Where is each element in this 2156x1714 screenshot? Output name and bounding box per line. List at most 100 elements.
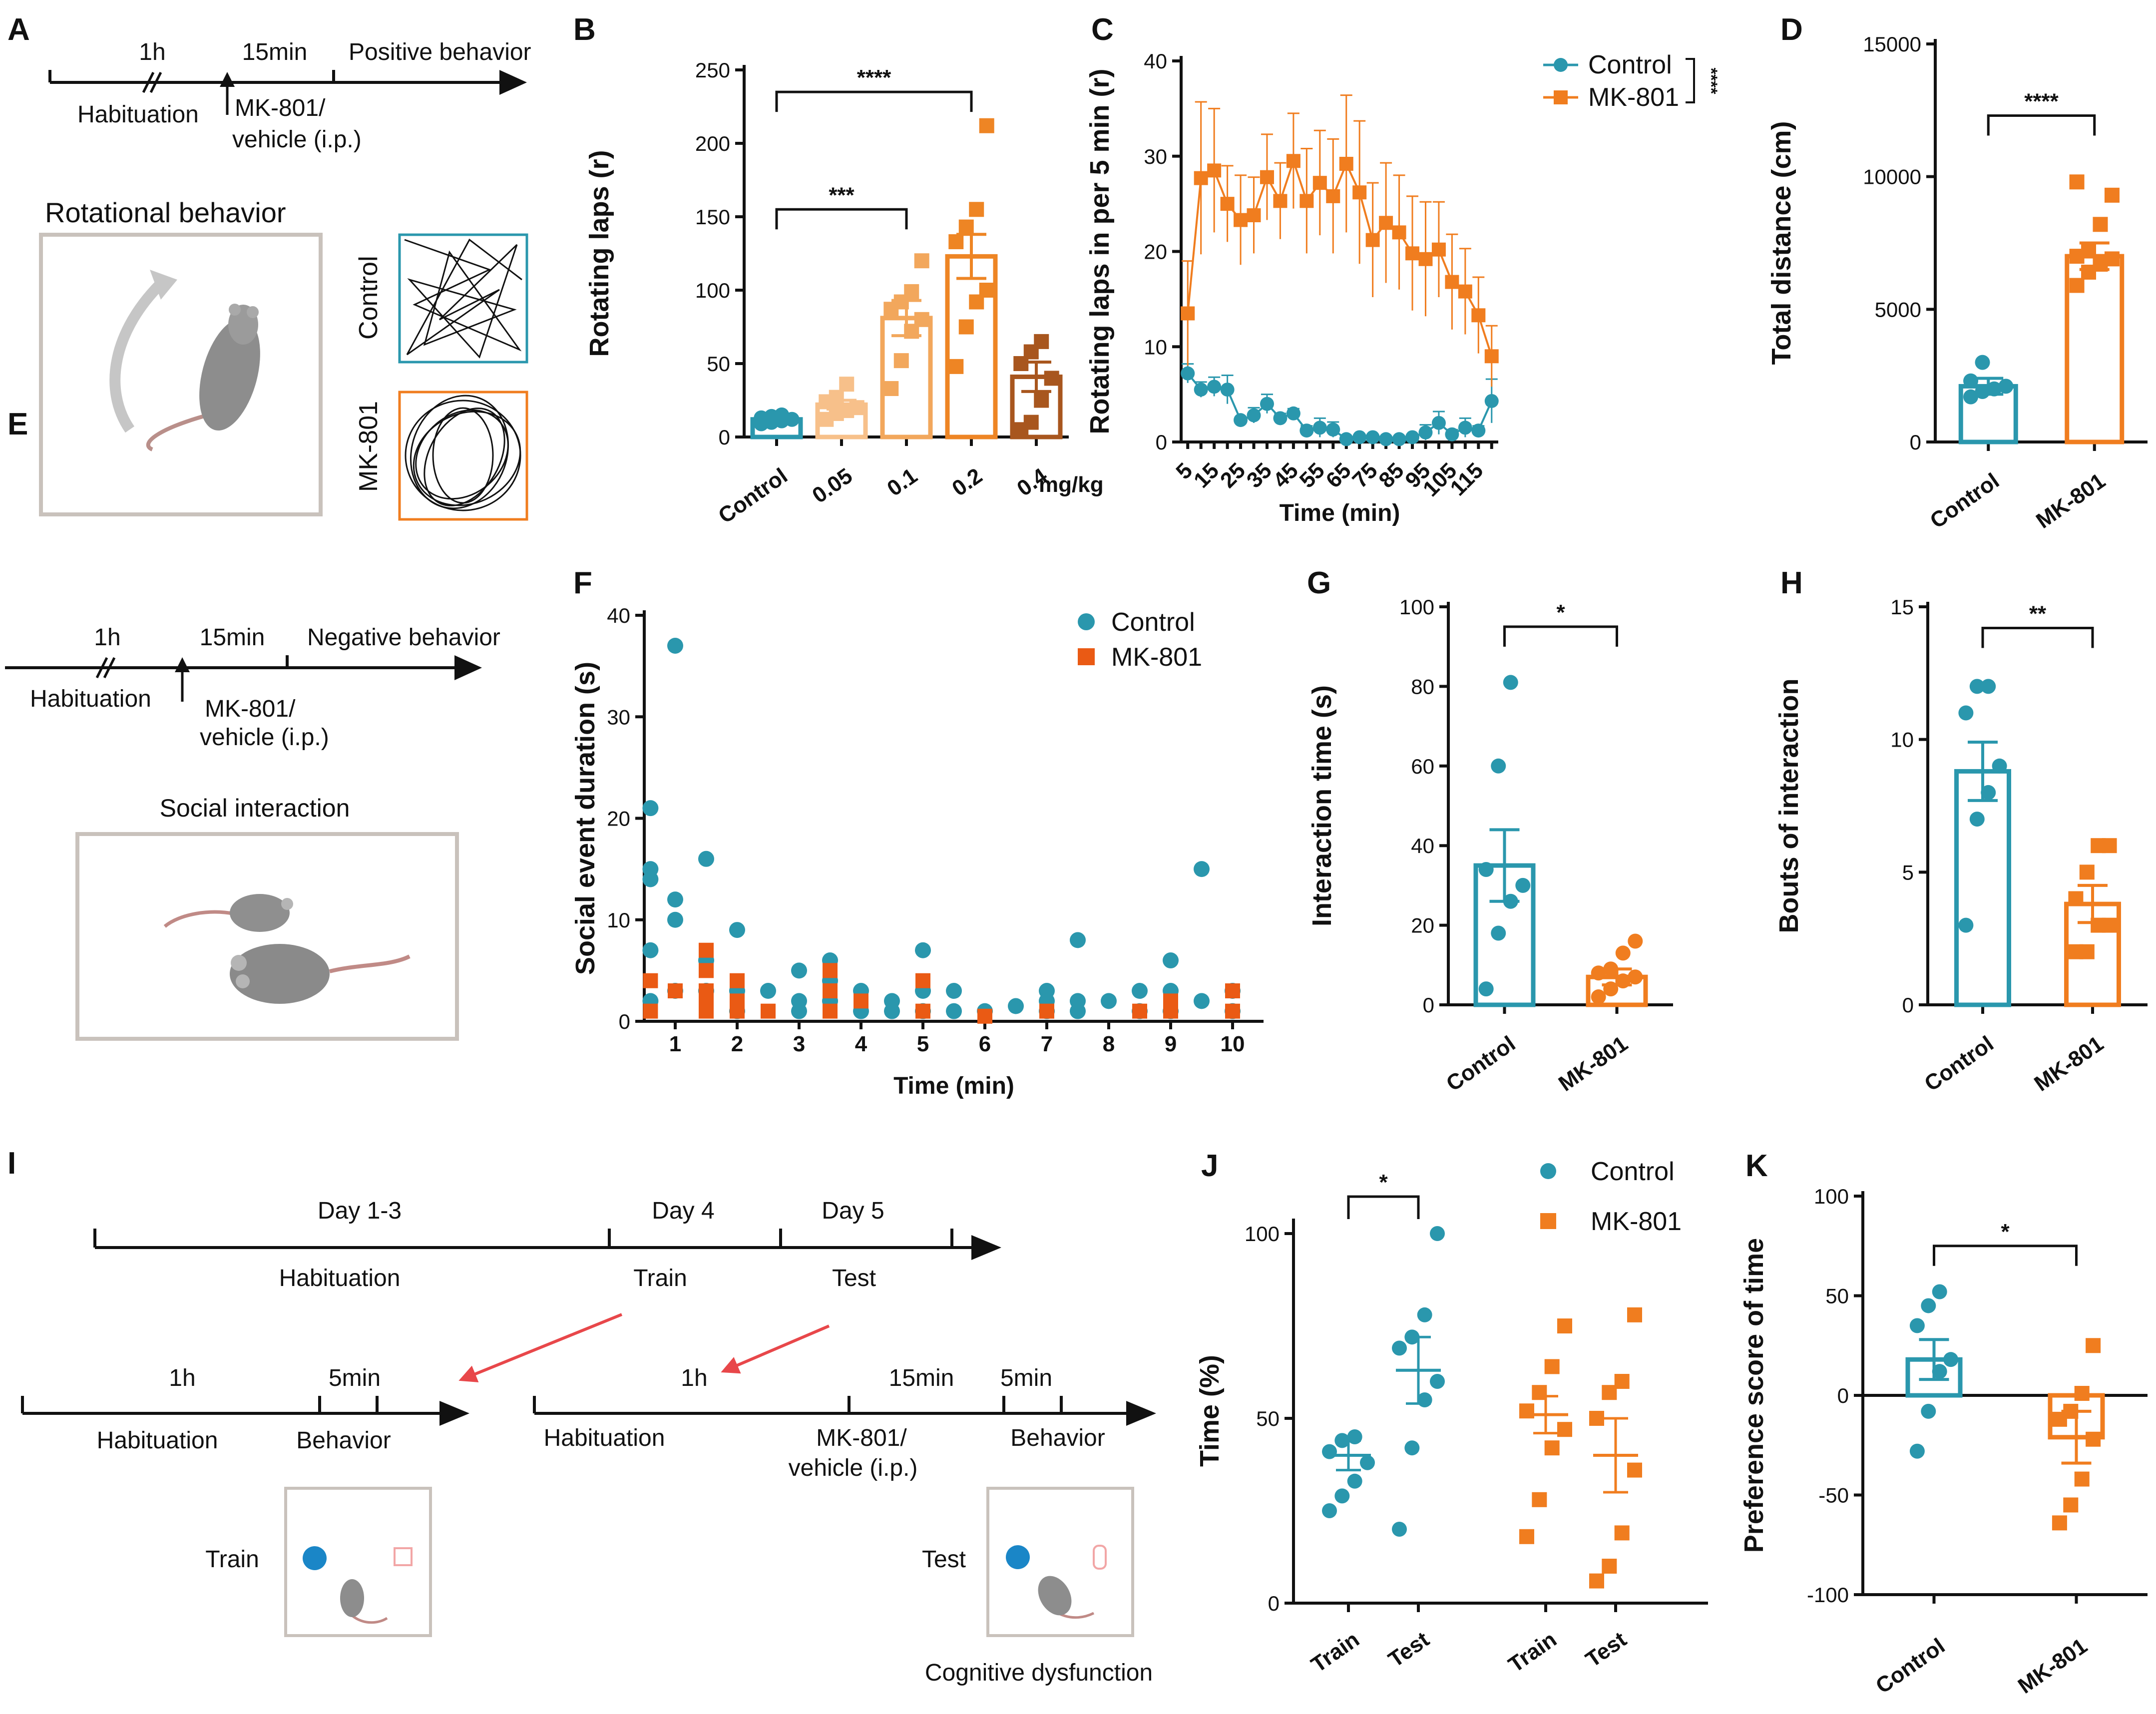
data-point (1430, 1374, 1445, 1389)
y-tick-label: 40 (1411, 834, 1434, 857)
train-red-arrow (458, 1313, 623, 1382)
data-point (948, 234, 964, 249)
series-marker (1286, 406, 1300, 421)
data-point (2104, 251, 2120, 267)
data-point (1132, 1003, 1147, 1019)
legend-label: MK-801 (1591, 1207, 1682, 1236)
x-tick-label: 4 (855, 1032, 867, 1056)
data-point (774, 407, 790, 423)
data-point (1417, 1307, 1432, 1322)
data-point (1557, 1422, 1572, 1437)
series-marker (1220, 197, 1235, 211)
series-marker (1365, 430, 1380, 444)
timeline-e-t2: 15min (200, 624, 265, 651)
timeline-i-right-habituation: Habituation (544, 1425, 665, 1451)
chart-d-total-distance: 0 5000 10000 15000 Total distance (cm) **** Co… (1766, 32, 2148, 533)
x-category-label: Test (1384, 1627, 1434, 1672)
panel-e-letter: E (7, 407, 28, 441)
series-marker (1207, 163, 1222, 178)
data-point (1615, 945, 1631, 961)
data-point (839, 377, 855, 392)
significance-label: *** (829, 183, 855, 207)
timeline-e-drug: MK-801/ (205, 696, 296, 722)
data-point (915, 942, 931, 958)
data-point (1589, 1411, 1604, 1426)
data-point (1360, 1455, 1375, 1470)
timeline-i-right-t3: 5min (1000, 1365, 1052, 1391)
data-point (1932, 1364, 1947, 1379)
series-marker (1445, 427, 1459, 441)
data-point (883, 381, 899, 396)
significance-label: * (1556, 600, 1565, 625)
data-point (1070, 932, 1086, 948)
data-point (914, 253, 929, 269)
legend-marker (1540, 1163, 1556, 1179)
panel-j-letter: J (1201, 1149, 1218, 1183)
series-marker (1299, 194, 1314, 208)
series-marker (1339, 432, 1353, 446)
data-point (969, 202, 984, 217)
timeline-i-d5: Day 5 (822, 1198, 884, 1224)
y-tick-label: 20 (1144, 240, 1167, 264)
data-point (1392, 1522, 1407, 1537)
data-point (1322, 1503, 1337, 1518)
x-tick-label: 6 (979, 1032, 991, 1056)
data-point (1163, 952, 1179, 969)
x-tick-label: 3 (793, 1032, 805, 1056)
y-tick-label: -50 (1818, 1484, 1849, 1507)
chart-k-preference-score: -100 -50 0 50 100 Preference score of time * Co… (1739, 1185, 2148, 1699)
data-point (1132, 983, 1148, 999)
data-point (699, 1003, 714, 1019)
x-tick-label: 8 (1103, 1032, 1115, 1056)
chart-h-bouts-of-interaction: 0 5 10 15 Bouts of interaction ** Control MK-80… (1774, 595, 2148, 1096)
timeline-i-d4: Day 4 (652, 1198, 714, 1224)
y-tick-label: 15 (1890, 595, 1914, 619)
timeline-i-right-t1: 1h (681, 1365, 707, 1391)
y-axis-title: Bouts of interaction (1774, 679, 1804, 933)
series-marker (1392, 225, 1406, 240)
data-point (2081, 243, 2097, 259)
data-point (667, 911, 683, 928)
series-marker (1234, 213, 1248, 227)
data-point (1034, 334, 1049, 349)
data-point (2063, 1403, 2079, 1419)
legend-marker (1554, 90, 1568, 104)
data-point (1921, 1298, 1936, 1313)
y-tick-label: 20 (1411, 914, 1434, 937)
x-category-label: 0.05 (808, 463, 857, 508)
data-point (1969, 679, 1985, 694)
data-point (1044, 371, 1059, 386)
timeline-i-train: Train (633, 1265, 687, 1291)
timeline-a-drug2: vehicle (i.p.) (232, 126, 362, 153)
data-point (1591, 989, 1606, 1005)
chart-f-social-event-duration: 0 10 20 30 40 Social event duration (s) 1 2 3 4 5 6… (570, 604, 1264, 1099)
timeline-e-habituation: Habituation (30, 686, 151, 712)
train-cube-object (394, 1547, 413, 1566)
test-red-arrow (721, 1324, 830, 1374)
data-point (2068, 891, 2084, 906)
social-arena (75, 832, 459, 1041)
legend-marker (1540, 1213, 1556, 1229)
significance-bracket (1933, 1245, 2078, 1266)
legend-marker (1554, 58, 1568, 72)
panel-g-letter: G (1307, 566, 1331, 600)
x-category-label: Control (1926, 468, 2004, 533)
y-axis-title: Rotating laps in per 5 min (r) (1085, 68, 1115, 434)
data-point (2104, 187, 2120, 203)
y-tick-label: 0 (1268, 1592, 1280, 1615)
data-point (823, 983, 838, 999)
timeline-i-left-t1: 1h (169, 1365, 195, 1391)
significance-bracket (1981, 627, 2094, 648)
bar (1954, 769, 2011, 1007)
y-tick-label: 50 (1825, 1285, 1849, 1308)
panel-a: A 1h 15min Positive behavior Habituation… (7, 12, 531, 521)
series-marker (1418, 252, 1433, 266)
data-point (823, 1003, 838, 1019)
data-point (1986, 381, 2002, 397)
x-category-label: MK-801 (1554, 1031, 1632, 1096)
data-point (1404, 1440, 1420, 1456)
x-tick-label: 2 (731, 1032, 743, 1056)
timeline-a-habituation: Habituation (77, 101, 199, 128)
